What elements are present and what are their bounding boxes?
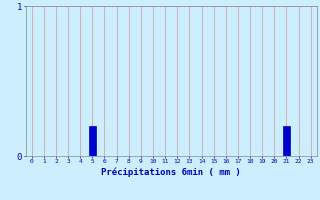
X-axis label: Précipitations 6min ( mm ): Précipitations 6min ( mm ) — [101, 167, 241, 177]
Bar — [89, 126, 96, 156]
Bar — [283, 126, 290, 156]
